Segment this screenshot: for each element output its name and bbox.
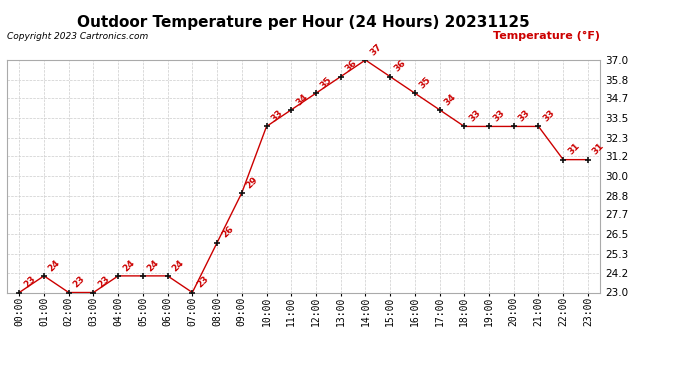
Text: 33: 33 bbox=[492, 108, 507, 124]
Text: 29: 29 bbox=[244, 175, 260, 190]
Text: 26: 26 bbox=[220, 225, 235, 240]
Text: 34: 34 bbox=[294, 92, 309, 107]
Text: 23: 23 bbox=[72, 274, 87, 290]
Text: 33: 33 bbox=[541, 108, 556, 124]
Text: 23: 23 bbox=[96, 274, 111, 290]
Text: 33: 33 bbox=[269, 108, 284, 124]
Text: 33: 33 bbox=[467, 108, 482, 124]
Text: 23: 23 bbox=[195, 274, 210, 290]
Text: 34: 34 bbox=[442, 92, 457, 107]
Text: 24: 24 bbox=[146, 258, 161, 273]
Text: 36: 36 bbox=[393, 58, 408, 74]
Text: 24: 24 bbox=[170, 258, 186, 273]
Text: Temperature (°F): Temperature (°F) bbox=[493, 32, 600, 41]
Text: 33: 33 bbox=[517, 108, 532, 124]
Text: Copyright 2023 Cartronics.com: Copyright 2023 Cartronics.com bbox=[7, 32, 148, 41]
Text: Outdoor Temperature per Hour (24 Hours) 20231125: Outdoor Temperature per Hour (24 Hours) … bbox=[77, 15, 530, 30]
Text: 35: 35 bbox=[319, 75, 334, 90]
Text: 31: 31 bbox=[591, 142, 606, 157]
Text: 24: 24 bbox=[121, 258, 136, 273]
Text: 31: 31 bbox=[566, 142, 581, 157]
Text: 36: 36 bbox=[344, 58, 359, 74]
Text: 37: 37 bbox=[368, 42, 384, 57]
Text: 24: 24 bbox=[47, 258, 62, 273]
Text: 35: 35 bbox=[417, 75, 433, 90]
Text: 23: 23 bbox=[22, 274, 37, 290]
